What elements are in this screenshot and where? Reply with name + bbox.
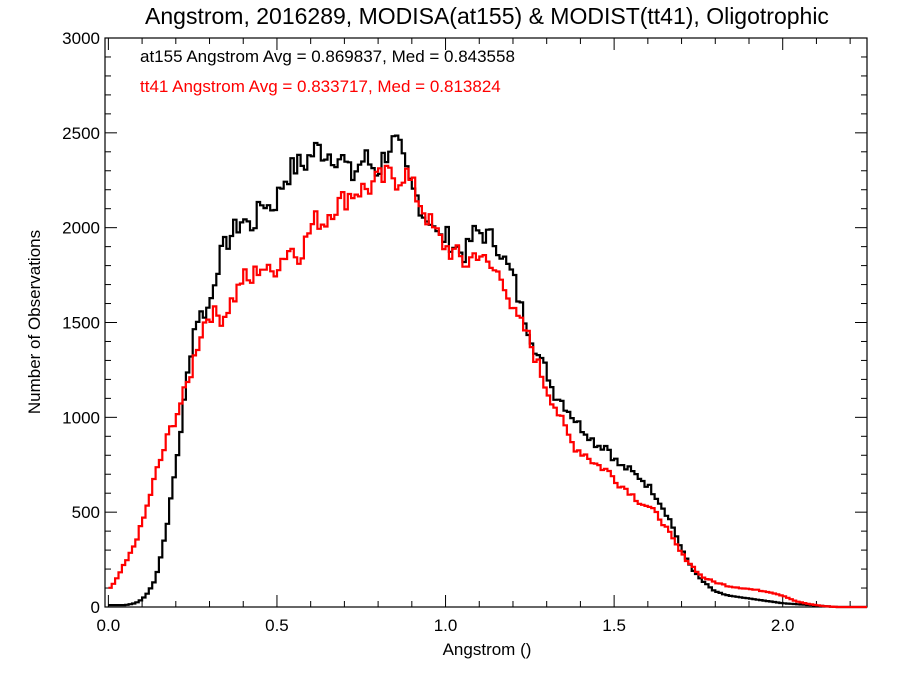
x-tick-label: 1.0 xyxy=(434,616,458,635)
series-at155-line xyxy=(108,134,867,609)
y-tick-label: 0 xyxy=(91,598,100,617)
legend-tt41-stats: tt41 Angstrom Avg = 0.833717, Med = 0.81… xyxy=(140,77,501,96)
y-axis: 0 500 1000 1500 2000 2500 3000 xyxy=(62,29,867,617)
x-axis-label: Angstrom () xyxy=(443,640,532,659)
x-tick-label: 0.5 xyxy=(265,616,289,635)
y-tick-label: 2500 xyxy=(62,124,100,143)
chart-title: Angstrom, 2016289, MODISA(at155) & MODIS… xyxy=(145,3,829,29)
y-tick-label: 3000 xyxy=(62,29,100,48)
x-tick-label: 0.0 xyxy=(97,616,121,635)
y-tick-label: 500 xyxy=(72,503,100,522)
y-tick-label: 1500 xyxy=(62,314,100,333)
y-tick-label: 1000 xyxy=(62,408,100,427)
y-axis-label: Number of Observations xyxy=(25,230,44,414)
series-layer xyxy=(108,134,867,609)
x-tick-label: 1.5 xyxy=(602,616,626,635)
y-tick-label: 2000 xyxy=(62,219,100,238)
x-axis: 0.0 0.5 1.0 1.5 2.0 xyxy=(97,38,851,635)
x-tick-label: 2.0 xyxy=(771,616,795,635)
legend-at155-stats: at155 Angstrom Avg = 0.869837, Med = 0.8… xyxy=(140,47,515,66)
series-tt41-line xyxy=(108,164,867,609)
